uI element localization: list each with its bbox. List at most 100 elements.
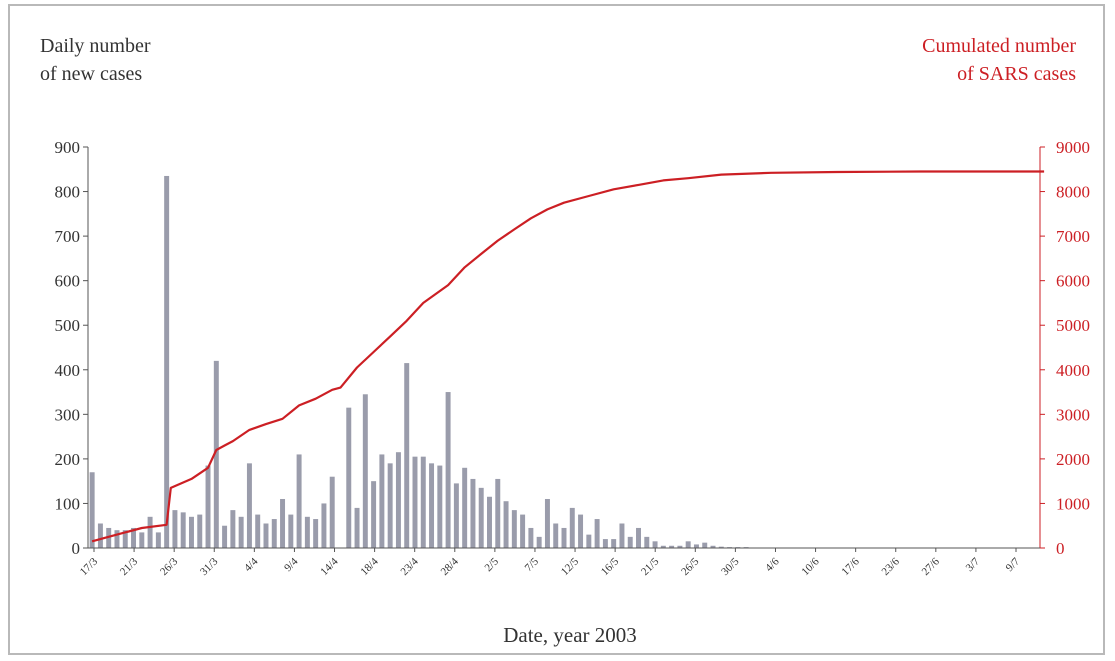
x-tick-label: 30/5: [719, 555, 742, 578]
x-tick-label: 17/6: [839, 555, 862, 578]
bar-daily-cases: [296, 454, 302, 548]
bar-daily-cases: [470, 478, 476, 548]
bar-daily-cases: [164, 175, 170, 548]
right-axis-title-line1: Cumulated number: [922, 35, 1076, 57]
left-axis-title-line1: Daily number: [40, 35, 151, 57]
bar-daily-cases: [180, 512, 186, 548]
left-tick-label: 900: [55, 138, 81, 157]
bar-daily-cases: [627, 536, 633, 548]
left-axis-title-line2: of new cases: [40, 63, 142, 85]
left-tick-label: 400: [55, 361, 81, 380]
right-tick-label: 8000: [1056, 183, 1090, 202]
x-tick-label: 12/5: [559, 555, 582, 578]
left-tick-label: 800: [55, 183, 81, 202]
bar-daily-cases: [578, 514, 584, 548]
bar-daily-cases: [313, 519, 319, 548]
bar-daily-cases: [503, 501, 509, 548]
x-tick-label: 21/3: [118, 555, 141, 578]
x-tick-label: 16/5: [599, 555, 622, 578]
x-tick-label: 18/4: [358, 555, 381, 578]
line-cumulative-cases: [91, 170, 1045, 543]
bar-daily-cases: [238, 516, 244, 548]
bar-daily-cases: [553, 523, 559, 548]
bar-daily-cases: [594, 519, 600, 548]
bar-daily-cases: [222, 525, 228, 548]
x-tick-label: 31/3: [198, 555, 221, 578]
right-tick-label: 1000: [1056, 494, 1090, 513]
bar-daily-cases: [718, 546, 724, 548]
bar-daily-cases: [536, 536, 542, 548]
bar-daily-cases: [528, 527, 534, 548]
bar-daily-cases: [685, 541, 691, 548]
bar-daily-cases: [197, 514, 203, 548]
bar-daily-cases: [387, 463, 393, 548]
bar-daily-cases: [395, 452, 401, 548]
bar-daily-cases: [362, 394, 368, 548]
bar-daily-cases: [561, 527, 567, 548]
bar-daily-cases: [263, 523, 269, 548]
bar-daily-cases: [693, 544, 699, 548]
right-tick-label: 6000: [1056, 272, 1090, 291]
bar-daily-cases: [511, 510, 517, 548]
x-tick-label: 14/4: [318, 555, 341, 578]
right-axis-title-line2: of SARS cases: [957, 63, 1076, 85]
bar-daily-cases: [379, 454, 385, 548]
x-tick-label: 9/4: [282, 555, 301, 574]
left-tick-label: 200: [55, 450, 81, 469]
bar-daily-cases: [710, 545, 716, 548]
bar-daily-cases: [677, 545, 683, 548]
bar-daily-cases: [371, 481, 377, 548]
bar-daily-cases: [462, 467, 468, 548]
bar-daily-cases: [122, 530, 128, 548]
bar-daily-cases: [652, 541, 658, 548]
bar-daily-cases: [544, 498, 550, 548]
x-axis-title: Date, year 2003: [503, 623, 637, 647]
bar-daily-cases: [520, 514, 526, 548]
bar-daily-cases: [346, 407, 352, 548]
bar-daily-cases: [487, 496, 492, 548]
bar-daily-cases: [280, 498, 286, 548]
left-tick-label: 0: [72, 539, 81, 558]
right-tick-label: 7000: [1056, 227, 1090, 246]
bar-daily-cases: [321, 503, 327, 548]
bar-daily-cases: [205, 465, 211, 548]
right-tick-label: 5000: [1056, 316, 1090, 335]
bar-daily-cases: [644, 536, 650, 548]
x-tick-label: 28/4: [439, 555, 462, 578]
x-tick-label: 9/7: [1004, 555, 1023, 574]
x-tick-label: 23/6: [880, 555, 903, 578]
bar-daily-cases: [569, 507, 575, 548]
bar-daily-cases: [602, 539, 608, 548]
bar-daily-cases: [230, 510, 236, 548]
right-tick-label: 0: [1056, 539, 1065, 558]
bar-daily-cases: [478, 487, 484, 548]
bar-daily-cases: [354, 507, 360, 548]
right-tick-label: 3000: [1056, 405, 1090, 424]
bar-daily-cases: [412, 456, 418, 548]
bar-daily-cases: [188, 516, 194, 548]
x-tick-label: 7/5: [523, 555, 542, 574]
bar-daily-cases: [131, 527, 137, 548]
bar-daily-cases: [429, 463, 435, 548]
right-tick-label: 9000: [1056, 138, 1090, 157]
right-tick-label: 2000: [1056, 450, 1090, 469]
bar-daily-cases: [636, 527, 641, 548]
bar-daily-cases: [255, 514, 261, 548]
bar-daily-cases: [445, 392, 451, 548]
bar-daily-cases: [139, 532, 145, 548]
bar-daily-cases: [213, 360, 219, 548]
bar-daily-cases: [147, 516, 153, 548]
bar-daily-cases: [437, 465, 443, 548]
x-tick-label: 4/6: [763, 555, 782, 574]
x-tick-label: 23/4: [398, 555, 421, 578]
bar-daily-cases: [172, 510, 178, 548]
right-tick-label: 4000: [1056, 361, 1090, 380]
bar-daily-cases: [97, 523, 103, 548]
x-tick-label: 2/5: [483, 555, 502, 574]
bar-daily-cases: [453, 483, 459, 548]
bar-daily-cases: [404, 363, 410, 548]
x-tick-label: 26/3: [158, 555, 181, 578]
x-tick-label: 26/5: [679, 555, 702, 578]
left-tick-label: 300: [55, 405, 81, 424]
